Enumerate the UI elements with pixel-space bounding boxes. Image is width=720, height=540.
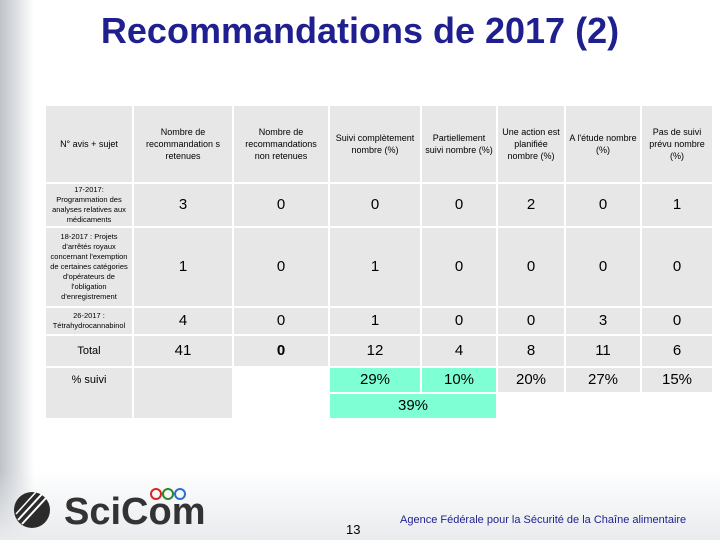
empty-cell: [232, 366, 330, 420]
table-cell: 0: [496, 306, 566, 336]
header-cell: Pas de suivi prévu nombre (%): [640, 104, 714, 184]
table-cell: 0: [564, 182, 642, 228]
table-cell: 4: [420, 334, 498, 368]
table-cell: 1: [132, 226, 234, 308]
table-cell: 1: [328, 306, 422, 336]
page-title: Recommandations de 2017 (2): [100, 10, 620, 51]
table-cell: 0: [232, 334, 330, 368]
table-cell: 0: [232, 182, 330, 228]
percent-row: % suivi 29% 10% 20% 27% 15%: [44, 366, 714, 420]
header-cell: N° avis + sujet: [44, 104, 134, 184]
table-cell: 0: [640, 306, 714, 336]
page-number: 13: [346, 522, 361, 537]
scicom-emblem-icon: [14, 491, 50, 528]
table-cell: 12: [328, 334, 422, 368]
table-cell: 0: [420, 226, 498, 308]
left-gradient-band: [0, 0, 34, 540]
row-label: 26-2017 : Tétrahydrocannabinol: [44, 306, 134, 336]
scicom-logo: SciCom: [6, 474, 206, 534]
table-cell: 1: [640, 182, 714, 228]
percent-label: % suivi: [44, 366, 134, 420]
table-cell: 41: [132, 334, 234, 368]
table-cell: 8: [496, 334, 566, 368]
total-row: Total 41 0 12 4 8 11 6: [44, 334, 714, 368]
table-cell: 11: [564, 334, 642, 368]
percent-suivi-cell: 29%: [328, 366, 422, 394]
table-header-row: N° avis + sujet Nombre de recommandation…: [44, 104, 714, 184]
empty-cell: [132, 366, 234, 420]
table-cell: 0: [328, 182, 422, 228]
header-cell: Nombre de recommandations non retenues: [232, 104, 330, 184]
recommendations-table: N° avis + sujet Nombre de recommandation…: [44, 104, 714, 420]
percent-partiel-cell: 10%: [420, 366, 498, 394]
table-cell: 0: [232, 306, 330, 336]
table-cell: 3: [132, 182, 234, 228]
table-row: 18-2017 : Projets d'arrêtés royaux conce…: [44, 226, 714, 308]
row-label: 18-2017 : Projets d'arrêtés royaux conce…: [44, 226, 134, 308]
percent-pas-suivi-cell: 15%: [640, 366, 714, 394]
bottom-gradient-band: [0, 470, 720, 540]
table-cell: 0: [420, 182, 498, 228]
header-cell: Suivi complètement nombre (%): [328, 104, 422, 184]
table-cell: 1: [328, 226, 422, 308]
header-cell: Une action est planifiée nombre (%): [496, 104, 566, 184]
table-cell: 0: [420, 306, 498, 336]
agency-name: Agence Fédérale pour la Sécurité de la C…: [400, 514, 687, 526]
table-row: 17-2017: Programmation des analyses rela…: [44, 182, 714, 228]
table-cell: 0: [496, 226, 566, 308]
table-cell: 4: [132, 306, 234, 336]
table-cell: 2: [496, 182, 566, 228]
table-cell: 0: [640, 226, 714, 308]
table-cell: 0: [564, 226, 642, 308]
combined-percent-row: 39%: [45, 392, 714, 420]
header-cell: A l'étude nombre (%): [564, 104, 642, 184]
percent-etude-cell: 27%: [564, 366, 642, 394]
percent-planifiee-cell: 20%: [496, 366, 566, 394]
header-cell: Nombre de recommandation s retenues: [132, 104, 234, 184]
table-row: 26-2017 : Tétrahydrocannabinol 4 0 1 0 0…: [44, 306, 714, 336]
row-label: 17-2017: Programmation des analyses rela…: [44, 182, 134, 228]
percent-combined-cell: 39%: [328, 392, 498, 420]
table-cell: 0: [232, 226, 330, 308]
table-cell: 6: [640, 334, 714, 368]
header-cell: Partiellement suivi nombre (%): [420, 104, 498, 184]
table-cell: 3: [564, 306, 642, 336]
total-label: Total: [44, 334, 134, 368]
empty-cell: [496, 392, 714, 420]
